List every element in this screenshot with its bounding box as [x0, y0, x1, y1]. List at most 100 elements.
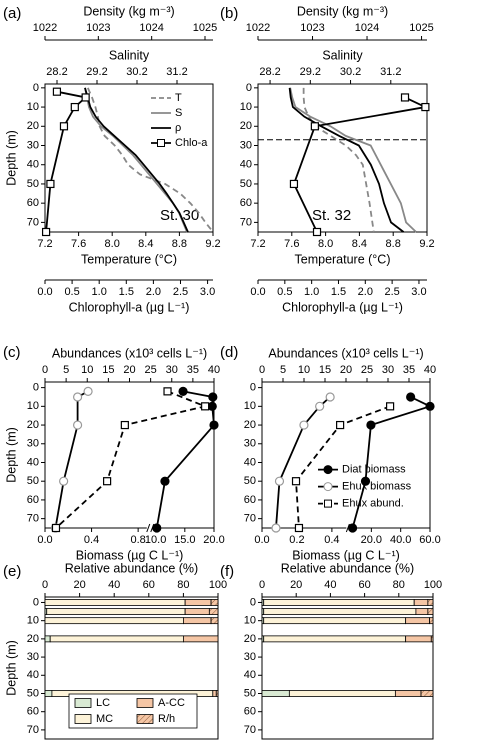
x-tick-label: 10 [81, 364, 93, 376]
data-point [152, 523, 162, 533]
y-tick-label: 0 [250, 382, 256, 394]
y-tick-label: 20 [244, 419, 256, 431]
x-tick-label: 8.8 [172, 238, 187, 250]
x-tick-label: 2.0 [146, 286, 161, 298]
x-tick-label: 20 [123, 364, 135, 376]
data-point [207, 401, 217, 411]
bar-segment [430, 635, 434, 643]
data-point [386, 402, 395, 411]
bar-segment [212, 690, 217, 697]
bar-segment [49, 635, 184, 643]
x-tick-label: 8.4 [138, 238, 153, 250]
y-axis-title: Depth (m) [4, 640, 18, 696]
data-point [72, 420, 83, 430]
x-tick-label: 5 [280, 364, 286, 376]
y-tick-label: 40 [27, 669, 39, 681]
y-tick-label: 20 [27, 419, 39, 431]
y-tick-label: 70 [27, 513, 39, 525]
bar-segment [215, 690, 219, 697]
x-tick-label: 0 [259, 364, 265, 376]
data-point [160, 476, 170, 486]
bar-segment [44, 617, 184, 625]
profile-line [45, 90, 88, 233]
bar-segment [429, 617, 434, 625]
bar-segment [44, 690, 53, 697]
profile-line [155, 390, 215, 529]
y-tick-label: 50 [244, 687, 256, 699]
x-tick-label: 40 [424, 364, 436, 376]
legend-swatch [136, 698, 154, 708]
x-tick-label: 20 [73, 579, 85, 591]
x-tick-label: 25 [361, 364, 373, 376]
bar-segment [210, 617, 219, 625]
data-point [103, 477, 112, 486]
data-point [406, 392, 416, 402]
x-tick-label: 31.2 [380, 66, 401, 78]
x-tick-label: 60 [358, 579, 370, 591]
x-tick-label: 28.2 [259, 66, 280, 78]
x-axis-title: Abundances (x10³ cells L⁻¹) [52, 346, 207, 360]
bar-segment [263, 608, 417, 615]
y-axis-title: Depth (m) [4, 427, 18, 483]
legend-label: A-CC [158, 697, 185, 709]
legend-label: MC [96, 713, 113, 725]
y-tick-label: 10 [240, 101, 252, 113]
data-point [336, 420, 345, 430]
bar-segment [420, 690, 434, 697]
x-tick-label: 100 [424, 579, 442, 591]
data-point [51, 523, 61, 533]
x-axis-title: Temperature (°C) [81, 252, 177, 266]
y-tick-label: 20 [27, 120, 39, 132]
x-tick-label: 2.0 [358, 286, 373, 298]
x-tick-label: 30 [382, 364, 394, 376]
legend-marker [324, 499, 332, 508]
y-tick-label: 60 [244, 706, 256, 718]
x-tick-label: 40 [208, 364, 220, 376]
legend-label: Chlo-a [175, 137, 208, 149]
panel-label: (c) [3, 344, 21, 361]
panel-label: (b) [220, 5, 238, 22]
bar-segment [427, 599, 434, 606]
data-point [299, 420, 309, 430]
x-tick-label: 40 [324, 579, 336, 591]
x-tick-label: 60.0 [419, 534, 440, 546]
x-tick-label: 40 [108, 579, 120, 591]
x-tick-label: 1023 [86, 22, 110, 34]
x-axis-title: Relative abundance (%) [281, 561, 414, 575]
y-tick-label: 10 [27, 400, 39, 412]
data-point [315, 401, 325, 411]
x-tick-label: 8.8 [386, 238, 401, 250]
legend-marker [323, 465, 333, 475]
legend-label: Diat biomass [342, 464, 406, 476]
y-tick-label: 60 [27, 706, 39, 718]
bar-segment [263, 599, 415, 606]
x-tick-label: 40.0 [390, 534, 411, 546]
x-axis-title: Density (kg m⁻³) [83, 4, 174, 18]
x-tick-label: 0 [259, 579, 265, 591]
y-axis-title: Depth (m) [4, 130, 18, 186]
x-tick-label: 2.5 [384, 286, 399, 298]
bar-segment [46, 608, 186, 615]
legend-label: ρ [175, 122, 181, 134]
bar-segment [263, 635, 407, 643]
data-point [289, 179, 299, 189]
legend-swatch [74, 698, 92, 708]
x-tick-label: 0.0 [250, 286, 265, 298]
bar-segment [44, 599, 186, 606]
data-point [72, 392, 83, 402]
data-point [163, 387, 172, 396]
data-point [360, 476, 371, 486]
y-tick-label: 0 [33, 596, 39, 608]
y-tick-label: 0 [246, 82, 252, 94]
x-tick-label: 0.2 [289, 534, 304, 546]
x-tick-label: 1023 [300, 22, 324, 34]
bar-segment [405, 617, 430, 625]
x-tick-label: 1022 [246, 22, 270, 34]
x-tick-label: 1022 [33, 22, 57, 34]
data-point [312, 227, 322, 237]
y-tick-label: 30 [27, 139, 39, 151]
data-point [291, 477, 301, 486]
data-point [201, 402, 210, 411]
data-point [325, 392, 335, 402]
x-axis-title: Salinity [109, 48, 150, 62]
